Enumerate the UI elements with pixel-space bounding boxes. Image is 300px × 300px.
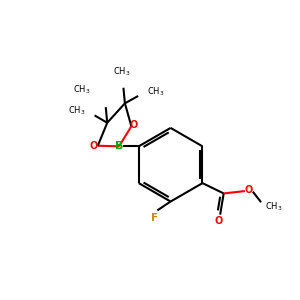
Text: CH$_3$: CH$_3$ bbox=[68, 105, 85, 117]
Text: O: O bbox=[245, 185, 253, 196]
Text: B: B bbox=[115, 141, 123, 151]
Text: CH$_3$: CH$_3$ bbox=[147, 85, 164, 98]
Text: CH$_3$: CH$_3$ bbox=[74, 84, 91, 96]
Text: O: O bbox=[129, 120, 138, 130]
Text: CH$_3$: CH$_3$ bbox=[265, 200, 282, 213]
Text: F: F bbox=[151, 213, 158, 223]
Text: CH$_3$: CH$_3$ bbox=[113, 65, 131, 78]
Text: O: O bbox=[214, 216, 223, 226]
Text: O: O bbox=[90, 141, 98, 151]
